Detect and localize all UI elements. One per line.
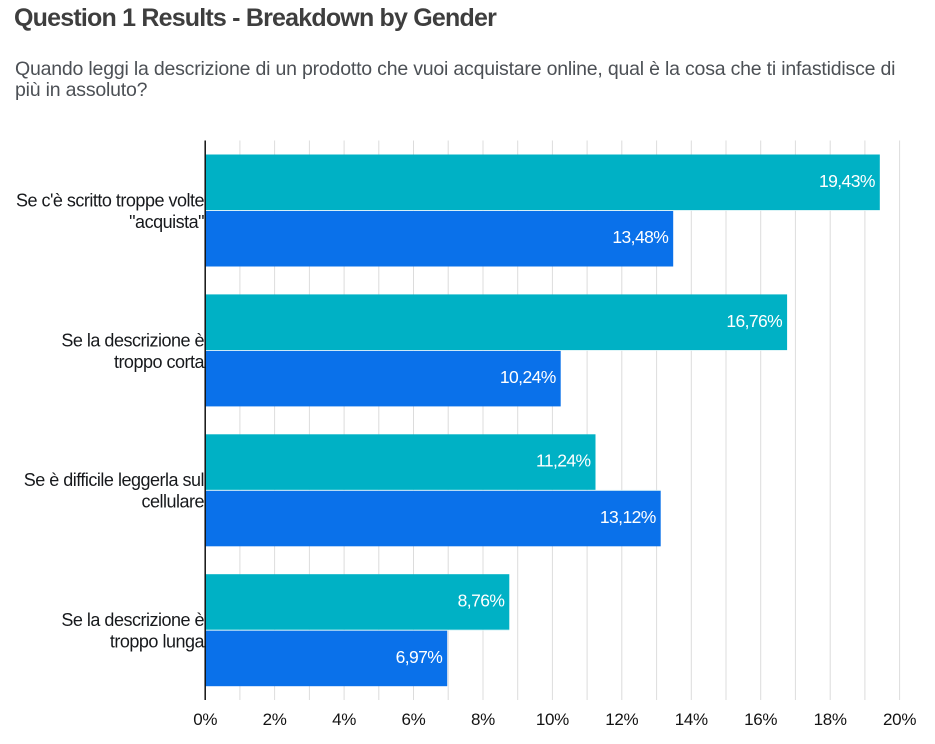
- svg-text:8%: 8%: [471, 710, 495, 729]
- svg-text:0%: 0%: [193, 710, 217, 729]
- svg-text:11,24%: 11,24%: [536, 451, 590, 471]
- svg-text:"acquista": "acquista": [129, 212, 204, 232]
- svg-text:12%: 12%: [605, 710, 638, 729]
- svg-text:6%: 6%: [402, 710, 426, 729]
- svg-text:10,24%: 10,24%: [500, 367, 556, 387]
- svg-text:4%: 4%: [332, 710, 356, 729]
- svg-text:13,48%: 13,48%: [612, 227, 668, 247]
- svg-text:8,76%: 8,76%: [458, 591, 505, 611]
- svg-text:19,43%: 19,43%: [819, 171, 875, 191]
- svg-text:6,97%: 6,97%: [396, 647, 443, 667]
- svg-text:troppo corta: troppo corta: [114, 352, 206, 372]
- svg-text:14%: 14%: [675, 710, 708, 729]
- svg-text:16,76%: 16,76%: [726, 311, 782, 331]
- svg-text:18%: 18%: [814, 710, 847, 729]
- svg-text:Se c'è scritto troppe volte: Se c'è scritto troppe volte: [16, 190, 205, 210]
- svg-text:16%: 16%: [744, 710, 777, 729]
- svg-text:20%: 20%: [883, 710, 916, 729]
- svg-text:13,12%: 13,12%: [600, 507, 656, 527]
- svg-text:10%: 10%: [536, 710, 569, 729]
- svg-text:Se è difficile leggerla sul: Se è difficile leggerla sul: [24, 470, 204, 490]
- svg-text:Se la descrizione è: Se la descrizione è: [61, 330, 204, 350]
- svg-text:Se la descrizione è: Se la descrizione è: [61, 610, 204, 630]
- svg-text:cellulare: cellulare: [141, 492, 204, 512]
- svg-text:troppo lunga: troppo lunga: [110, 632, 206, 652]
- svg-text:2%: 2%: [263, 710, 287, 729]
